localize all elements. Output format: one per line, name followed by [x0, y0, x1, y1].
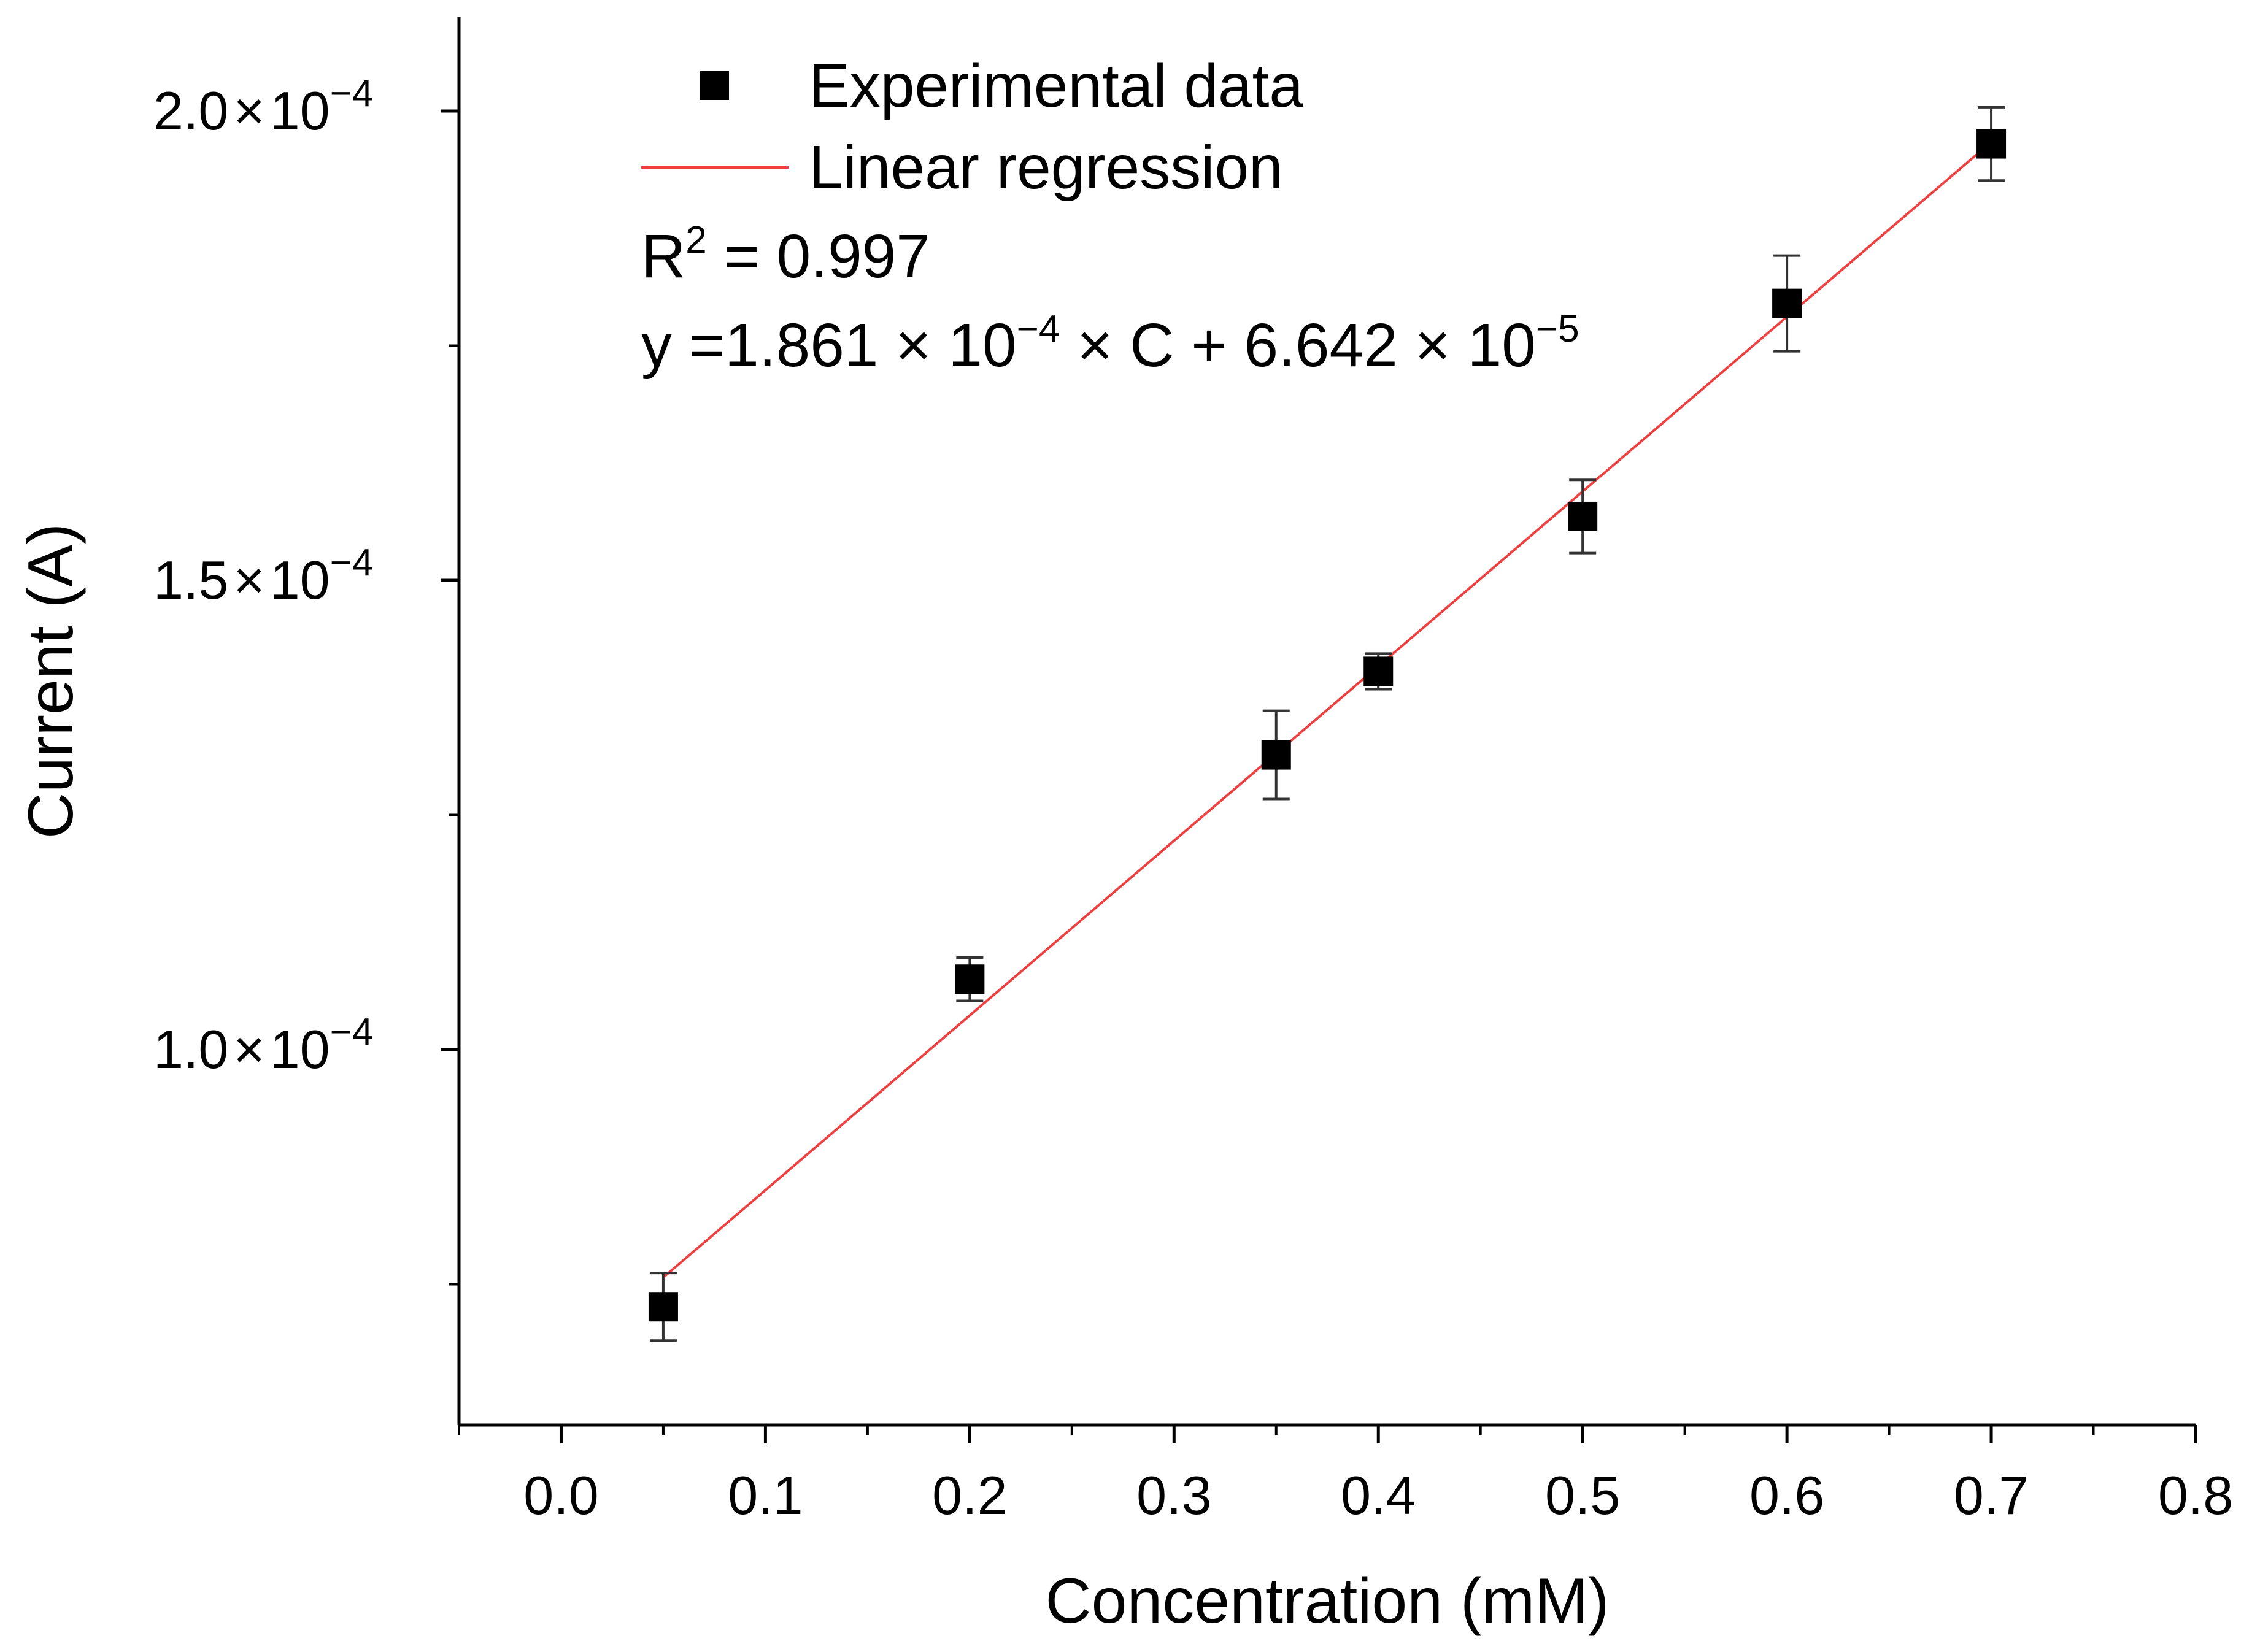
- legend-label-regression: Linear regression: [809, 133, 1283, 202]
- x-tick-label-6: 0.6: [1749, 1465, 1824, 1526]
- eq-exponent-2: −5: [1536, 308, 1579, 350]
- y-tick-label-1: 1.5×10−4: [153, 542, 373, 610]
- data-point-5: [1772, 288, 1802, 318]
- r-squared-annotation: R2 = 0.997: [641, 219, 930, 291]
- y-tick-label-2: 2.0×10−4: [153, 72, 373, 141]
- x-tick-label-8: 0.8: [2158, 1465, 2233, 1526]
- x-tick-label-5: 0.5: [1545, 1465, 1620, 1526]
- data-point-1: [955, 964, 985, 994]
- data-point-6: [1976, 129, 2007, 159]
- x-tick-label-1: 0.1: [728, 1465, 803, 1526]
- data-point-0: [648, 1292, 678, 1322]
- x-axis-title: Concentration (mM): [1046, 1566, 1610, 1637]
- data-point-3: [1363, 656, 1394, 686]
- regression-equation: y =1.861 × 10−4 × C + 6.642 × 10−5: [641, 308, 1579, 380]
- annotations: R2 = 0.997 y =1.861 × 10−4 × C + 6.642 ×…: [641, 219, 1579, 380]
- x-tick-label-0: 0.0: [523, 1465, 598, 1526]
- legend: Experimental data Linear regression: [641, 52, 1303, 202]
- eq-mid: × C + 6.642 × 10: [1060, 311, 1536, 380]
- regression-line: [662, 141, 1992, 1278]
- regression-layer: [662, 141, 1992, 1278]
- x-tick-label-3: 0.3: [1136, 1465, 1211, 1526]
- x-ticks: 0.0 0.1 0.2 0.3 0.4 0.5 0.6 0.7 0.8: [458, 1425, 2233, 1526]
- y-ticks: 1.0×10−4 1.5×10−4 2.0×10−4: [153, 72, 459, 1286]
- data-point-4: [1568, 501, 1598, 531]
- y-tick-label-0: 1.0×10−4: [153, 1011, 373, 1080]
- axes: [457, 17, 2196, 1427]
- data-points-layer: [648, 106, 2007, 1342]
- x-tick-label-2: 0.2: [932, 1465, 1007, 1526]
- r2-label: R: [641, 222, 685, 291]
- data-point-2: [1261, 740, 1291, 770]
- r2-exponent: 2: [685, 219, 706, 261]
- legend-label-experimental: Experimental data: [809, 52, 1303, 120]
- y-axis-title: Current (A): [15, 523, 87, 839]
- r2-value: = 0.997: [707, 222, 930, 291]
- x-tick-label-4: 0.4: [1341, 1465, 1416, 1526]
- x-tick-label-7: 0.7: [1954, 1465, 2029, 1526]
- eq-start: y =1.861 × 10: [641, 311, 1017, 380]
- eq-exponent-1: −4: [1017, 308, 1060, 350]
- legend-marker-experimental: [700, 71, 729, 100]
